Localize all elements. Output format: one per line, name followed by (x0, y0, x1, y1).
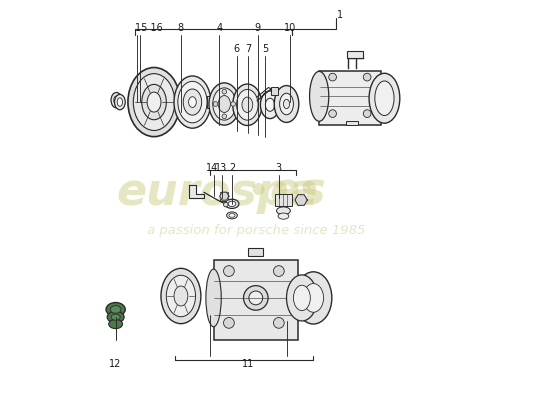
Bar (347, 51, 364, 58)
Circle shape (364, 73, 371, 81)
Ellipse shape (178, 81, 207, 123)
Ellipse shape (209, 83, 240, 125)
Ellipse shape (225, 199, 239, 208)
Ellipse shape (111, 92, 122, 108)
Circle shape (223, 266, 234, 276)
Circle shape (244, 286, 268, 310)
Ellipse shape (277, 207, 290, 214)
Text: 4: 4 (216, 23, 222, 33)
Ellipse shape (147, 92, 161, 112)
Ellipse shape (133, 74, 175, 130)
Text: 7: 7 (245, 44, 251, 54)
Ellipse shape (310, 71, 329, 121)
Circle shape (329, 110, 337, 118)
Ellipse shape (114, 96, 119, 104)
Ellipse shape (106, 302, 125, 316)
Ellipse shape (295, 272, 332, 324)
Text: 5: 5 (262, 44, 268, 54)
Ellipse shape (303, 284, 323, 312)
Ellipse shape (294, 285, 310, 310)
Circle shape (364, 110, 371, 118)
Ellipse shape (369, 73, 400, 123)
Text: 14: 14 (206, 163, 218, 173)
Circle shape (222, 114, 227, 118)
Text: 9: 9 (255, 23, 261, 33)
Ellipse shape (161, 268, 201, 324)
Circle shape (273, 318, 284, 328)
Ellipse shape (236, 90, 258, 120)
Bar (275, 194, 292, 206)
Ellipse shape (109, 320, 123, 329)
Ellipse shape (206, 269, 221, 327)
Ellipse shape (189, 97, 196, 108)
Ellipse shape (260, 91, 279, 118)
Circle shape (213, 102, 218, 106)
Text: 13: 13 (215, 163, 227, 173)
Ellipse shape (228, 201, 236, 206)
Ellipse shape (229, 214, 235, 217)
Ellipse shape (117, 98, 123, 106)
Polygon shape (295, 195, 307, 205)
Bar (207, 96, 218, 108)
Ellipse shape (174, 76, 211, 128)
Polygon shape (219, 192, 229, 200)
Circle shape (223, 318, 234, 328)
Ellipse shape (279, 93, 294, 115)
Circle shape (222, 90, 227, 94)
Ellipse shape (111, 314, 120, 320)
Text: 2: 2 (230, 163, 236, 173)
Circle shape (329, 73, 337, 81)
Ellipse shape (287, 275, 317, 321)
Ellipse shape (242, 97, 253, 112)
Ellipse shape (128, 68, 180, 137)
Bar (319, 71, 381, 125)
Bar (271, 88, 278, 95)
Ellipse shape (283, 99, 290, 109)
Text: 8: 8 (178, 23, 184, 33)
Ellipse shape (166, 275, 195, 317)
Bar (221, 192, 228, 201)
Text: •: • (247, 176, 268, 209)
Ellipse shape (227, 212, 238, 219)
Ellipse shape (266, 98, 274, 111)
Text: 3: 3 (276, 163, 282, 173)
Polygon shape (189, 185, 204, 198)
Bar (213, 260, 298, 340)
Ellipse shape (114, 94, 125, 110)
Text: eurospa: eurospa (116, 171, 319, 214)
Circle shape (249, 291, 263, 305)
Ellipse shape (278, 213, 289, 219)
Text: es: es (270, 171, 326, 214)
Ellipse shape (213, 88, 236, 120)
Text: 15 16: 15 16 (135, 23, 163, 33)
Bar (248, 248, 263, 256)
Ellipse shape (274, 86, 299, 122)
Text: 11: 11 (242, 359, 254, 369)
Circle shape (223, 202, 228, 207)
Circle shape (273, 266, 284, 276)
Ellipse shape (174, 286, 188, 306)
Circle shape (231, 102, 235, 106)
Text: 1: 1 (337, 10, 343, 20)
Ellipse shape (375, 81, 394, 116)
Ellipse shape (142, 84, 166, 120)
Ellipse shape (110, 306, 121, 313)
Text: 12: 12 (109, 359, 122, 369)
Bar (346, 120, 358, 125)
Ellipse shape (107, 311, 124, 323)
Ellipse shape (233, 84, 262, 126)
Text: 6: 6 (234, 44, 240, 54)
Ellipse shape (218, 96, 230, 112)
Text: a passion for porsche since 1985: a passion for porsche since 1985 (147, 224, 365, 237)
Text: 10: 10 (284, 23, 296, 33)
Ellipse shape (183, 89, 202, 115)
